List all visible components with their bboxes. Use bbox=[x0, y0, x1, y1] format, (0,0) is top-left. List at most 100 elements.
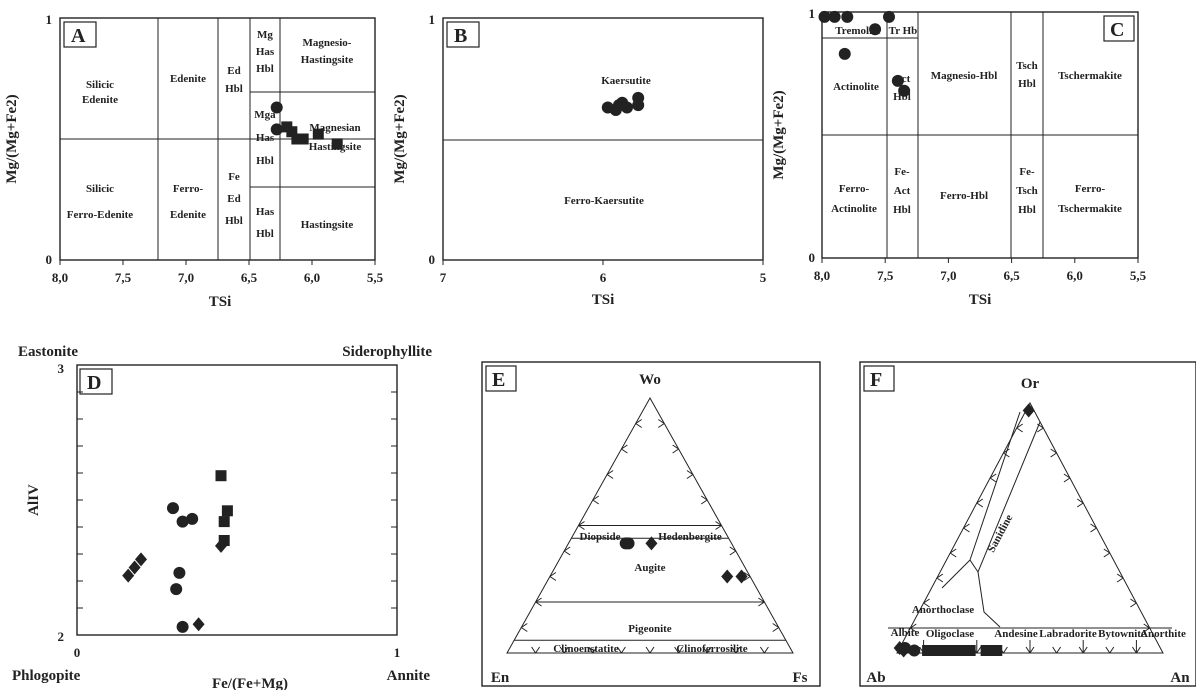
field-label: Edenite bbox=[82, 94, 118, 106]
field-label-augite: Augite bbox=[634, 562, 665, 574]
ternary-tick bbox=[645, 646, 655, 654]
field-label-labradorite: Labradorite bbox=[1039, 628, 1097, 640]
data-point-square bbox=[991, 645, 1003, 656]
ternary-tick bbox=[1063, 473, 1071, 483]
x-tick-label: 8,0 bbox=[52, 270, 68, 285]
field-label: Tschermakite bbox=[1058, 70, 1122, 82]
field-label: Hbl bbox=[256, 228, 274, 240]
x-tick-label: 7,5 bbox=[877, 268, 894, 283]
ternary-tick bbox=[936, 573, 944, 583]
apex-label-en: En bbox=[491, 670, 510, 686]
data-point-diamond bbox=[128, 560, 141, 575]
field-label: Hastingsite bbox=[301, 219, 354, 231]
data-point-circle bbox=[186, 512, 199, 525]
field-label: Ed bbox=[227, 65, 240, 77]
y-tick-max: 3 bbox=[58, 361, 65, 376]
field-label: Ferro- bbox=[839, 183, 870, 195]
y-axis-label: Mg/(Mg+Fe2) bbox=[771, 90, 787, 179]
ternary-tick bbox=[976, 498, 984, 508]
data-point-circle bbox=[898, 642, 911, 654]
ternary-tick bbox=[1025, 646, 1035, 654]
x-tick-min: 0 bbox=[74, 645, 81, 660]
field-label: Silicic bbox=[86, 79, 114, 91]
data-point-diamond bbox=[135, 552, 147, 567]
ternary-tick bbox=[1078, 646, 1088, 654]
ternary-tick bbox=[1131, 646, 1141, 654]
field-label: Ferro- bbox=[173, 183, 204, 195]
ternary-tick bbox=[1090, 523, 1097, 533]
field-label: Tschermakite bbox=[1058, 203, 1122, 215]
panel-b-frame bbox=[442, 17, 764, 261]
ternary-tick bbox=[578, 521, 585, 530]
field-label: Fe- bbox=[894, 166, 910, 178]
ternary-tick bbox=[559, 646, 569, 654]
ternary-tick bbox=[1103, 548, 1111, 558]
svg-text:Ferro-Actinolite: Ferro- Actinolite bbox=[831, 183, 877, 215]
ternary-tick bbox=[531, 646, 541, 654]
field-label: Ferro- bbox=[1075, 183, 1106, 195]
ternary-tick bbox=[1105, 646, 1115, 654]
apex-label-wo: Wo bbox=[639, 372, 661, 388]
y-tick-max: 1 bbox=[429, 12, 436, 27]
y-tick-max: 1 bbox=[46, 12, 53, 27]
x-tick-label: 6,0 bbox=[304, 270, 320, 285]
field-label: Fe- bbox=[1019, 166, 1035, 178]
panel-f-frame bbox=[859, 361, 1196, 687]
data-point-diamond bbox=[1022, 403, 1035, 418]
data-point-square bbox=[291, 133, 303, 145]
corner-label-eastonite: Eastonite bbox=[18, 344, 78, 360]
ternary-tick bbox=[1076, 498, 1084, 508]
field-label: Hbl bbox=[225, 83, 243, 95]
x-tick-label: 8,0 bbox=[814, 268, 830, 283]
field-label: Silicic bbox=[86, 183, 114, 195]
field-label: Ferro-Edenite bbox=[67, 209, 134, 221]
field-label: Edenite bbox=[170, 209, 206, 221]
x-tick-label: 6,0 bbox=[1067, 268, 1083, 283]
data-point-square bbox=[221, 505, 233, 517]
panel-c-letter: C bbox=[1110, 19, 1124, 41]
ternary-tick bbox=[772, 623, 779, 632]
data-point-circle bbox=[869, 23, 882, 36]
data-point-circle bbox=[818, 10, 831, 23]
panel-a-letter: A bbox=[71, 25, 86, 47]
panel-a: A Silicic Edenite Edenite Ed Hbl Mg Has Hbl … bbox=[4, 12, 384, 310]
field-label: Tsch bbox=[1016, 185, 1038, 197]
ternary-tick bbox=[989, 473, 997, 483]
field-label: Magnesio-Hbl bbox=[931, 70, 998, 82]
data-point-circle bbox=[270, 101, 283, 114]
field-label: Actinolite bbox=[833, 81, 879, 93]
ternary-tick bbox=[686, 470, 694, 479]
panel-b-letter: B bbox=[454, 25, 467, 47]
ternary-tick bbox=[621, 444, 628, 454]
field-label: Hbl bbox=[225, 215, 243, 227]
x-axis-label: TSi bbox=[209, 294, 232, 310]
x-tick-label: 7,0 bbox=[940, 268, 956, 283]
panel-d-letter: D bbox=[87, 372, 101, 394]
ternary-tick bbox=[635, 419, 642, 428]
data-point-square bbox=[331, 138, 343, 150]
panel-f-letter: F bbox=[870, 369, 882, 391]
ternary-tick bbox=[674, 646, 684, 654]
data-point-circle bbox=[908, 644, 921, 657]
data-point-square bbox=[938, 645, 950, 656]
ternary-tick bbox=[1003, 448, 1010, 458]
y-axis-label: Mg/(Mg+Fe2) bbox=[4, 94, 20, 183]
data-point-square bbox=[312, 128, 324, 140]
panel-f: F Or Ab An Sanidine Anorthoclase Albite … bbox=[859, 361, 1196, 687]
ternary-tick bbox=[592, 495, 600, 505]
ternary-tick bbox=[1143, 623, 1150, 633]
ternary-tick bbox=[549, 572, 557, 581]
ternary-tick bbox=[910, 623, 917, 633]
field-label: Has bbox=[256, 132, 275, 144]
field-label: Fe bbox=[228, 171, 240, 183]
data-point-circle bbox=[173, 566, 186, 579]
data-point-circle bbox=[176, 620, 189, 633]
data-point-square bbox=[286, 126, 298, 138]
